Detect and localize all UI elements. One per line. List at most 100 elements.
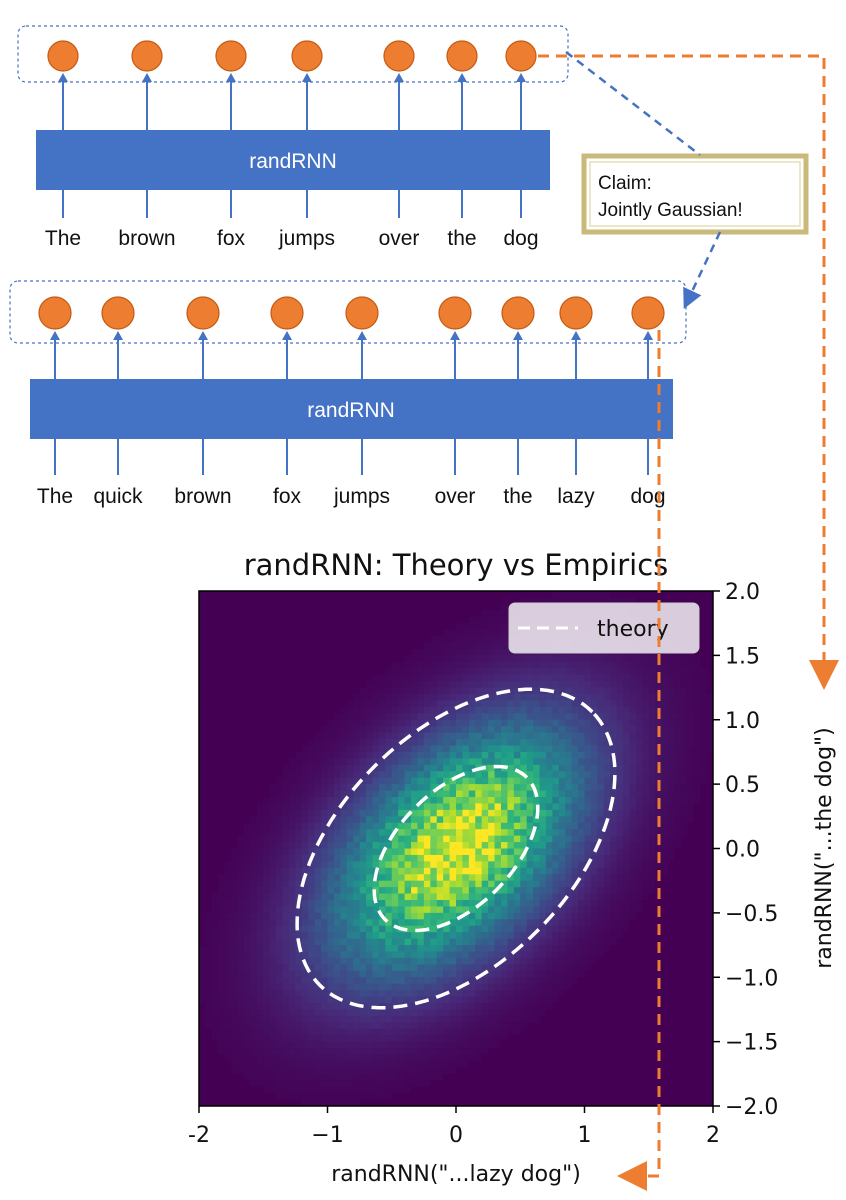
heatmap-cell — [462, 771, 470, 779]
heatmap-cell — [642, 816, 650, 824]
heatmap-cell — [366, 655, 374, 663]
heatmap-cell — [237, 977, 245, 985]
heatmap-cell — [597, 726, 605, 734]
heatmap-cell — [366, 764, 374, 772]
heatmap-cell — [411, 700, 419, 708]
heatmap-cell — [578, 822, 586, 830]
heatmap-cell — [687, 797, 695, 805]
heatmap-cell — [558, 687, 566, 695]
heatmap-cell — [552, 842, 560, 850]
heatmap-cell — [648, 713, 656, 721]
heatmap-cell — [282, 803, 290, 811]
heatmap-cell — [378, 809, 386, 817]
heatmap-cell — [481, 861, 489, 869]
heatmap-cell — [378, 764, 386, 772]
heatmap-cell — [333, 925, 341, 933]
heatmap-cell — [513, 745, 521, 753]
heatmap-cell — [494, 661, 502, 669]
heatmap-cell — [430, 880, 438, 888]
heatmap-cell — [269, 977, 277, 985]
heatmap-cell — [610, 809, 618, 817]
heatmap-cell — [211, 912, 219, 920]
heatmap-cell — [629, 803, 637, 811]
heatmap-cell — [243, 745, 251, 753]
heatmap-cell — [340, 977, 348, 985]
heatmap-cell — [642, 938, 650, 946]
heatmap-cell — [250, 616, 258, 624]
heatmap-cell — [629, 758, 637, 766]
heatmap-cell — [243, 951, 251, 959]
heatmap-cell — [243, 719, 251, 727]
heatmap-cell — [340, 694, 348, 702]
heatmap-cell — [417, 874, 425, 882]
heatmap-cell — [391, 854, 399, 862]
heatmap-cell — [584, 790, 592, 798]
heatmap-cell — [243, 957, 251, 965]
heatmap-cell — [456, 648, 464, 656]
heatmap-cell — [558, 932, 566, 940]
heatmap-cell — [211, 661, 219, 669]
heatmap-cell — [404, 591, 412, 599]
heatmap-cell — [301, 854, 309, 862]
heatmap-cell — [481, 616, 489, 624]
heatmap-cell — [404, 893, 412, 901]
heatmap-cell — [513, 700, 521, 708]
heatmap-cell — [378, 906, 386, 914]
heatmap-cell — [475, 880, 483, 888]
heatmap-cell — [629, 739, 637, 747]
heatmap-cell — [436, 655, 444, 663]
heatmap-cell — [449, 893, 457, 901]
heatmap-cell — [687, 758, 695, 766]
heatmap-cell — [539, 816, 547, 824]
heatmap-cell — [661, 687, 669, 695]
heatmap-cell — [423, 784, 431, 792]
heatmap-cell — [314, 854, 322, 862]
heatmap-cell — [417, 597, 425, 605]
heatmap-cell — [199, 951, 207, 959]
heatmap-cell — [263, 610, 271, 618]
heatmap-cell — [462, 919, 470, 927]
heatmap-cell — [616, 887, 624, 895]
heatmap-cell — [385, 797, 393, 805]
heatmap-cell — [218, 957, 226, 965]
heatmap-cell — [353, 739, 361, 747]
heatmap-cell — [635, 835, 643, 843]
heatmap-cell — [449, 790, 457, 798]
heatmap-cell — [539, 700, 547, 708]
heatmap-cell — [430, 925, 438, 933]
heatmap-cell — [571, 687, 579, 695]
heatmap-cell — [430, 964, 438, 972]
heatmap-cell — [597, 887, 605, 895]
heatmap-cell — [687, 822, 695, 830]
heatmap-cell — [449, 700, 457, 708]
heatmap-cell — [333, 771, 341, 779]
heatmap-cell — [436, 906, 444, 914]
output-node — [38, 296, 72, 330]
heatmap-cell — [693, 887, 701, 895]
heatmap-cell — [578, 784, 586, 792]
heatmap-cell — [558, 790, 566, 798]
heatmap-cell — [205, 700, 213, 708]
heatmap-cell — [635, 706, 643, 714]
heatmap-cell — [333, 719, 341, 727]
heatmap-cell — [218, 745, 226, 753]
heatmap-cell — [436, 591, 444, 599]
heatmap-cell — [513, 674, 521, 682]
heatmap-cell — [250, 636, 258, 644]
heatmap-cell — [224, 816, 232, 824]
heatmap-cell — [468, 893, 476, 901]
heatmap-cell — [507, 887, 515, 895]
heatmap-cell — [288, 887, 296, 895]
heatmap-cell — [301, 848, 309, 856]
heatmap-cell — [353, 977, 361, 985]
heatmap-cell — [423, 829, 431, 837]
heatmap-cell — [276, 867, 284, 875]
heatmap-cell — [423, 906, 431, 914]
heatmap-cell — [610, 861, 618, 869]
heatmap-cell — [706, 867, 713, 875]
heatmap-cell — [224, 912, 232, 920]
heatmap-cell — [263, 816, 271, 824]
heatmap-cell — [205, 713, 213, 721]
heatmap-cell — [211, 906, 219, 914]
heatmap-cell — [481, 597, 489, 605]
